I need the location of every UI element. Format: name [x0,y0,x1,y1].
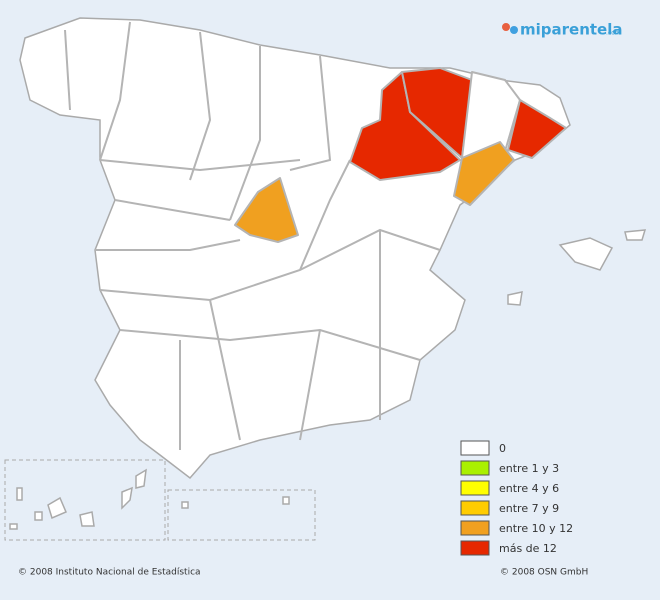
logo-suffix: .com [606,30,621,37]
province-lleida [461,71,521,159]
balearic-islands [507,229,647,306]
logo: miparentela .com [502,21,623,39]
province-madrid [234,177,299,243]
legend-label: entre 7 y 9 [499,502,559,515]
legend-swatch [460,440,490,456]
legend-label: 0 [499,442,506,455]
legend-swatch [460,460,490,476]
legend-label: entre 4 y 6 [499,482,559,495]
canary-islands [9,468,147,530]
logo-name: miparentela [520,21,623,39]
inset-frames [4,459,316,541]
footer-right: © 2008 OSN GmbH [500,568,588,578]
legend-label: entre 1 y 3 [499,462,559,475]
footer-left: © 2008 Instituto Nacional de Estadística [18,568,201,578]
legend-swatch [460,480,490,496]
province-barcelona [507,99,567,159]
province-borders [64,21,441,450]
legend-swatch [460,520,490,536]
ceuta-melilla [181,496,290,509]
legend-swatch [460,540,490,556]
province-tarragona [453,141,515,206]
legend-label: más de 12 [499,542,557,555]
legend-swatch [460,500,490,516]
legend: 0 entre 1 y 3 entre 4 y 6 entre 7 y 9 entre … [460,440,573,556]
legend-label: entre 10 y 12 [499,522,573,535]
